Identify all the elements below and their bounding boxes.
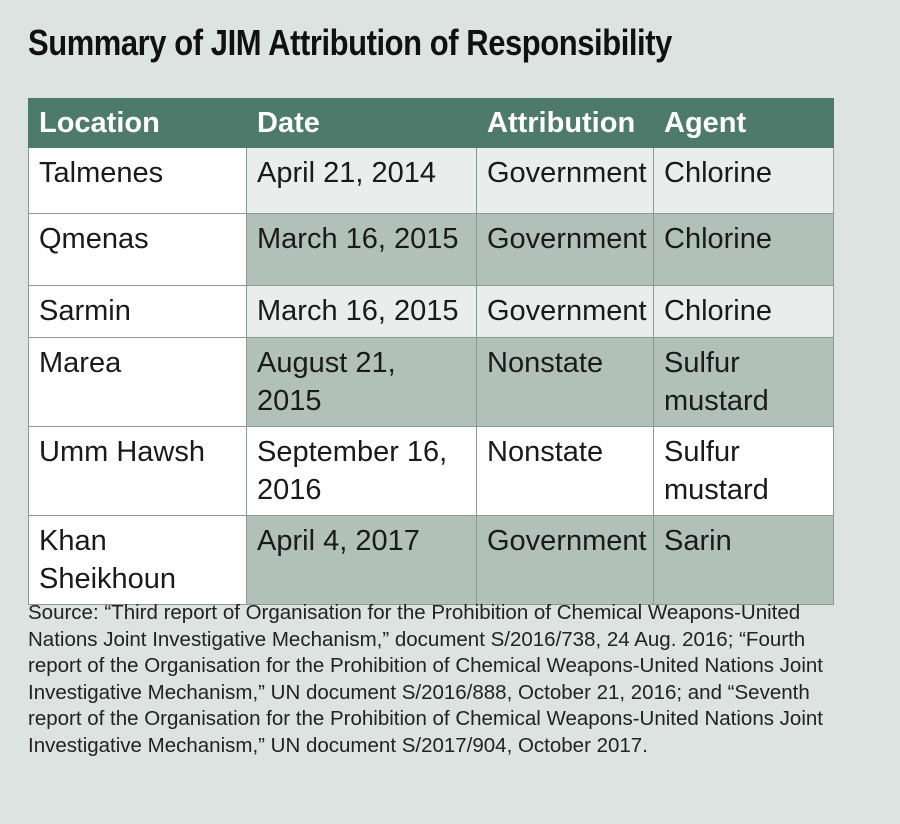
table-row: Talmenes April 21, 2014 Government Chlor…	[28, 147, 834, 214]
attribution-table: Location Date Attribution Agent Talmenes…	[28, 98, 834, 605]
table-header-row: Location Date Attribution Agent	[28, 98, 834, 148]
column-header-date: Date	[246, 98, 477, 148]
cell-agent: Chlorine	[653, 147, 834, 214]
table-row: Sarmin March 16, 2015 Government Chlorin…	[28, 285, 834, 338]
column-header-agent: Agent	[653, 98, 834, 148]
table-row: Marea August 21, 2015 Nonstate Sulfur mu…	[28, 337, 834, 427]
cell-location: Talmenes	[28, 147, 247, 214]
cell-location: Marea	[28, 337, 247, 427]
cell-agent: Chlorine	[653, 213, 834, 286]
cell-attribution: Government	[476, 147, 654, 214]
cell-attribution: Nonstate	[476, 337, 654, 427]
cell-date: April 4, 2017	[246, 515, 477, 605]
cell-location: Umm Hawsh	[28, 426, 247, 516]
cell-agent: Sulfur mustard	[653, 426, 834, 516]
cell-attribution: Nonstate	[476, 426, 654, 516]
table-row: Khan Sheikhoun April 4, 2017 Government …	[28, 515, 834, 605]
cell-date: September 16, 2016	[246, 426, 477, 516]
cell-location: Khan Sheikhoun	[28, 515, 247, 605]
column-header-attribution: Attribution	[476, 98, 654, 148]
cell-location: Qmenas	[28, 213, 247, 286]
source-note: Source: “Third report of Organisation fo…	[28, 601, 823, 757]
table-row: Qmenas March 16, 2015 Government Chlorin…	[28, 213, 834, 286]
cell-date: April 21, 2014	[246, 147, 477, 214]
cell-agent: Sulfur mustard	[653, 337, 834, 427]
cell-location: Sarmin	[28, 285, 247, 338]
cell-date: August 21, 2015	[246, 337, 477, 427]
cell-attribution: Government	[476, 515, 654, 605]
cell-date: March 16, 2015	[246, 213, 477, 286]
cell-date: March 16, 2015	[246, 285, 477, 338]
table-row: Umm Hawsh September 16, 2016 Nonstate Su…	[28, 426, 834, 516]
page-title: Summary of JIM Attribution of Responsibi…	[28, 22, 672, 63]
cell-agent: Sarin	[653, 515, 834, 605]
cell-attribution: Government	[476, 285, 654, 338]
cell-agent: Chlorine	[653, 285, 834, 338]
column-header-location: Location	[28, 98, 247, 148]
cell-attribution: Government	[476, 213, 654, 286]
